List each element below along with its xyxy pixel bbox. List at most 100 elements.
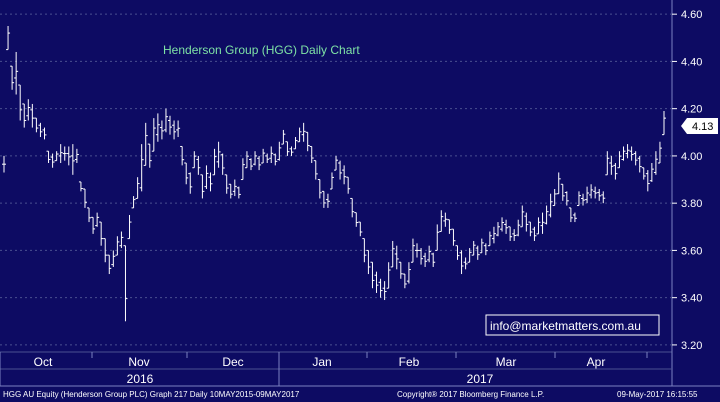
price-bar	[633, 151, 638, 166]
price-bar	[536, 217, 541, 235]
price-bar	[528, 221, 533, 237]
month-label: Oct	[34, 355, 53, 369]
price-bar	[641, 167, 646, 180]
price-bar	[236, 186, 241, 199]
price-bar	[576, 191, 581, 207]
price-bar	[248, 158, 253, 171]
price-bar	[512, 229, 517, 241]
price-bar	[459, 250, 464, 275]
price-bar	[95, 212, 100, 227]
price-bar	[2, 155, 6, 173]
price-bar	[613, 163, 618, 180]
price-bar	[208, 172, 213, 192]
price-bar	[471, 240, 476, 256]
price-bar	[540, 212, 545, 234]
price-bar	[70, 144, 75, 175]
price-bar	[463, 257, 468, 270]
price-bar	[439, 210, 444, 233]
price-bar	[261, 148, 266, 164]
price-bar	[293, 137, 298, 150]
price-bar	[309, 145, 314, 164]
price-bar	[475, 245, 480, 260]
price-bar	[99, 221, 104, 246]
price-bar	[362, 238, 367, 263]
price-bar	[386, 262, 391, 289]
price-bar	[455, 245, 460, 260]
footer-left: HGG AU Equity (Henderson Group PLC) Grap…	[3, 390, 300, 399]
price-bar	[342, 165, 347, 185]
price-bar	[305, 131, 310, 152]
price-bar	[334, 155, 339, 171]
x-axis-labels: Oct Nov Dec Jan Feb Mar Apr 2016 2017	[34, 355, 606, 386]
last-price-label: 4.13	[692, 121, 713, 133]
price-bar	[617, 151, 622, 169]
price-bar	[123, 245, 128, 322]
price-bar	[10, 65, 15, 90]
price-bar	[451, 228, 456, 246]
url-text: info@marketmatters.com.au	[490, 319, 641, 333]
price-bar	[317, 179, 322, 199]
month-label: Apr	[587, 355, 606, 369]
price-bar	[431, 252, 436, 267]
price-bar	[398, 261, 403, 279]
price-bar	[500, 217, 505, 232]
price-bar	[329, 172, 334, 190]
price-bar	[127, 214, 132, 240]
price-bar	[14, 51, 19, 95]
price-bar	[301, 122, 306, 142]
y-tick-label: 3.80	[681, 198, 702, 210]
price-bar	[151, 118, 156, 152]
price-bar	[87, 207, 92, 223]
price-bar	[269, 146, 274, 164]
price-bar	[22, 103, 27, 128]
price-bar	[629, 146, 634, 161]
price-bar	[111, 250, 116, 267]
price-bar	[107, 254, 112, 275]
y-tick-label: 4.00	[681, 151, 702, 163]
price-bar	[66, 146, 71, 166]
year-label: 2016	[127, 372, 154, 386]
month-label: Jan	[312, 355, 331, 369]
price-bar	[78, 181, 83, 192]
y-tick-labels: 4.60 4.40 4.20 4.00 3.80 3.60 3.40 3.20	[672, 9, 702, 352]
price-bar	[50, 153, 55, 168]
price-bar	[524, 212, 529, 232]
ohlc-bars	[2, 25, 666, 322]
price-bar	[625, 144, 630, 159]
price-bar	[172, 120, 177, 140]
price-bar	[560, 183, 565, 201]
y-tick-label: 4.60	[681, 9, 702, 21]
price-bar	[637, 155, 642, 173]
price-bar	[423, 252, 428, 267]
price-bar	[406, 262, 411, 284]
y-tick-label: 3.20	[681, 340, 702, 352]
price-bar	[516, 219, 521, 237]
month-label: Nov	[128, 355, 149, 369]
price-bar	[147, 143, 152, 168]
price-bar	[253, 151, 258, 166]
price-bar	[653, 151, 658, 175]
price-bar	[487, 231, 492, 247]
url-box[interactable]: info@marketmatters.com.au	[485, 314, 660, 336]
price-bar	[159, 120, 164, 140]
price-bar	[58, 144, 63, 164]
price-bar	[483, 243, 488, 256]
footer-right: 09-May-2017 16:15:55	[617, 390, 698, 399]
price-bar	[645, 170, 650, 192]
price-bar	[321, 190, 326, 208]
price-bar	[155, 113, 160, 142]
year-label: 2017	[467, 372, 494, 386]
price-bar	[325, 193, 330, 208]
last-price-badge: 4.13	[681, 118, 718, 134]
month-label: Mar	[496, 355, 517, 369]
price-bar	[119, 231, 124, 249]
price-bar	[103, 238, 108, 263]
price-bar	[556, 172, 561, 195]
price-bar	[552, 188, 557, 207]
price-bar	[419, 248, 424, 265]
price-bar	[601, 191, 606, 204]
price-bar	[491, 226, 496, 244]
chart-title: Henderson Group (HGG) Daily Chart	[163, 43, 360, 57]
price-bar	[504, 219, 509, 234]
